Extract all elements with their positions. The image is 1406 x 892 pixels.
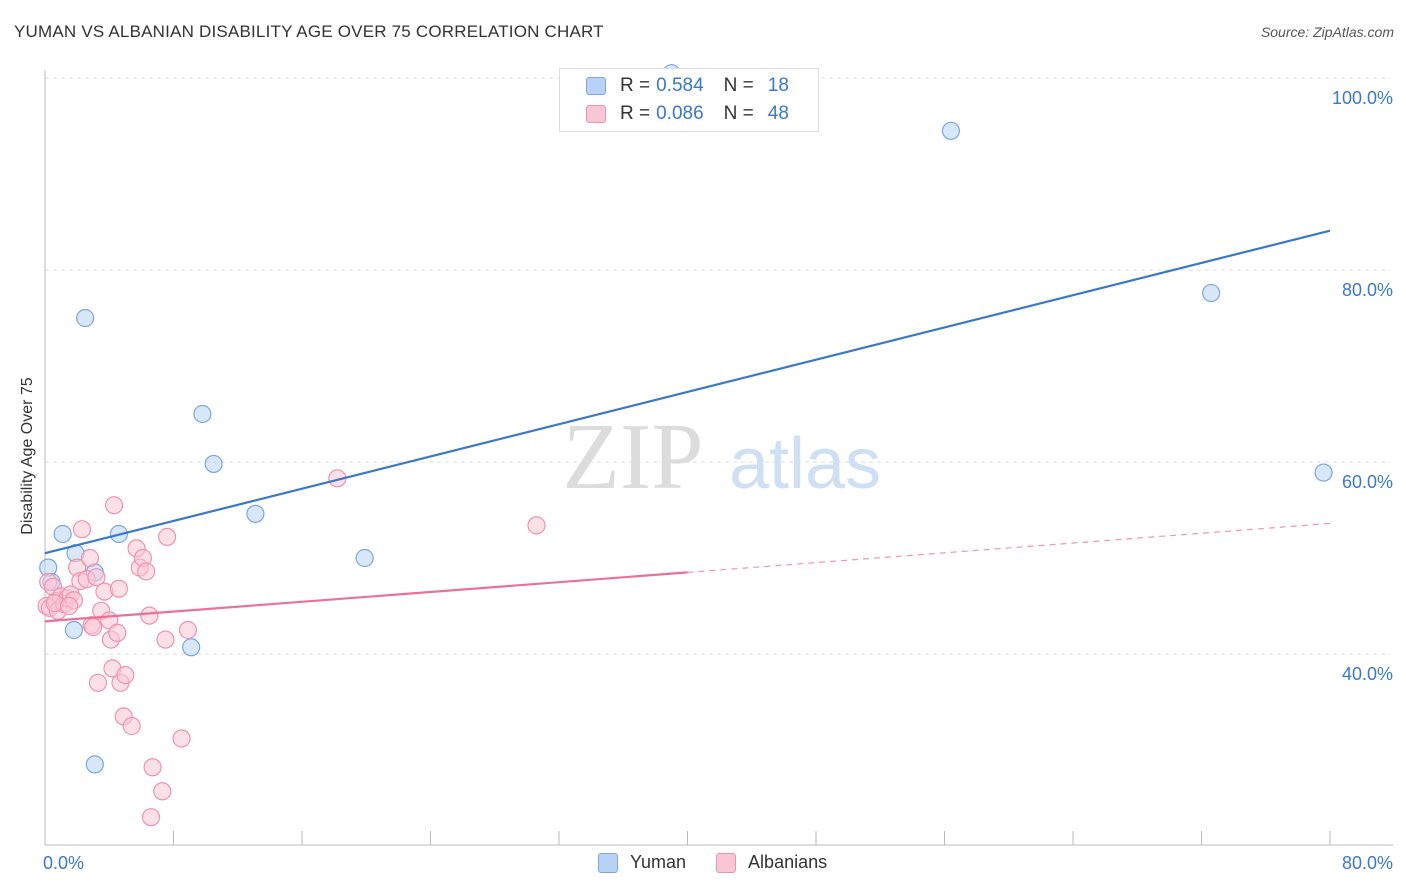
x-tick-label: 0.0% (43, 853, 84, 873)
axes (44, 70, 1393, 846)
legend-swatch-yuman (586, 77, 606, 95)
bottom-legend: Yuman Albanians (598, 852, 857, 873)
point-albanians (109, 579, 128, 598)
point-yuman (76, 308, 95, 328)
watermark-atlas: atlas (729, 424, 881, 504)
bottom-legend-albanians: Albanians (716, 852, 827, 873)
trend-extension-albanians (687, 522, 1331, 573)
x-tick-label: 80.0% (1342, 853, 1393, 873)
bottom-legend-label-albanians: Albanians (748, 852, 828, 872)
legend-row-albanians: R = 0.086 N = 48 (586, 102, 809, 126)
point-albanians (88, 673, 108, 692)
trend-lines (44, 229, 1331, 623)
bottom-legend-yuman: Yuman (598, 852, 686, 873)
point-albanians (153, 782, 172, 801)
gridlines (45, 77, 1390, 655)
y-tick-label: 80.0% (1342, 280, 1393, 300)
point-yuman (85, 755, 104, 774)
point-yuman (64, 620, 84, 640)
legend-r-label: R = (620, 103, 651, 124)
chart-title: YUMAN VS ALBANIAN DISABILITY AGE OVER 75… (14, 22, 604, 41)
y-tick-label: 100.0% (1332, 88, 1393, 108)
point-yuman (53, 524, 72, 544)
bottom-legend-swatch-albanians (716, 852, 737, 873)
watermark-zip: ZIP (563, 405, 704, 509)
legend-r-value: 0.086 (656, 103, 704, 124)
legend-n-value: 48 (767, 103, 789, 124)
point-albanians (59, 596, 79, 616)
point-albanians (84, 618, 103, 637)
point-albanians (137, 562, 156, 581)
y-tick-label: 60.0% (1342, 472, 1393, 492)
tick-labels: 40.0% 60.0% 80.0% 100.0% 0.0% 80.0% (43, 88, 1393, 873)
legend-n-label: N = (723, 75, 754, 96)
point-yuman (182, 638, 201, 657)
point-albanians (143, 758, 162, 777)
bottom-legend-swatch-yuman (598, 852, 618, 873)
point-yuman (355, 548, 374, 568)
point-albanians (141, 808, 161, 827)
point-yuman (193, 404, 212, 424)
y-tick-label: 40.0% (1342, 664, 1393, 684)
point-albanians (87, 568, 106, 587)
point-yuman (941, 121, 961, 140)
legend-n-value: 18 (767, 75, 789, 96)
chart-source: Source: ZipAtlas.com (1260, 24, 1394, 40)
trend-line-yuman (44, 229, 1331, 555)
point-yuman (1314, 463, 1333, 482)
point-albanians (172, 729, 191, 748)
legend-row-yuman: R = 0.584 N = 18 (586, 74, 809, 98)
legend-r-value: 0.584 (656, 75, 704, 96)
point-yuman (204, 454, 223, 474)
point-albanians (116, 666, 135, 685)
point-albanians (157, 527, 177, 546)
legend-swatch-albanians (586, 105, 606, 123)
watermark: ZIP atlas (563, 405, 882, 509)
point-albanians (527, 516, 546, 535)
point-albanians (108, 623, 127, 642)
point-albanians (122, 716, 141, 736)
trend-line-albanians (44, 571, 688, 623)
point-albanians (140, 606, 159, 625)
point-yuman (246, 504, 265, 523)
point-yuman (1202, 283, 1221, 303)
point-albanians (104, 496, 124, 515)
point-albanians (72, 520, 92, 539)
legend-n-label: N = (723, 103, 754, 124)
legend-box: R = 0.584 N = 18 R = 0.086 N = 48 (559, 68, 819, 132)
point-albanians (80, 548, 100, 568)
legend-r-label: R = (620, 75, 651, 96)
point-albanians (156, 630, 175, 649)
point-albanians (178, 620, 198, 640)
bottom-legend-label-yuman: Yuman (630, 852, 687, 872)
